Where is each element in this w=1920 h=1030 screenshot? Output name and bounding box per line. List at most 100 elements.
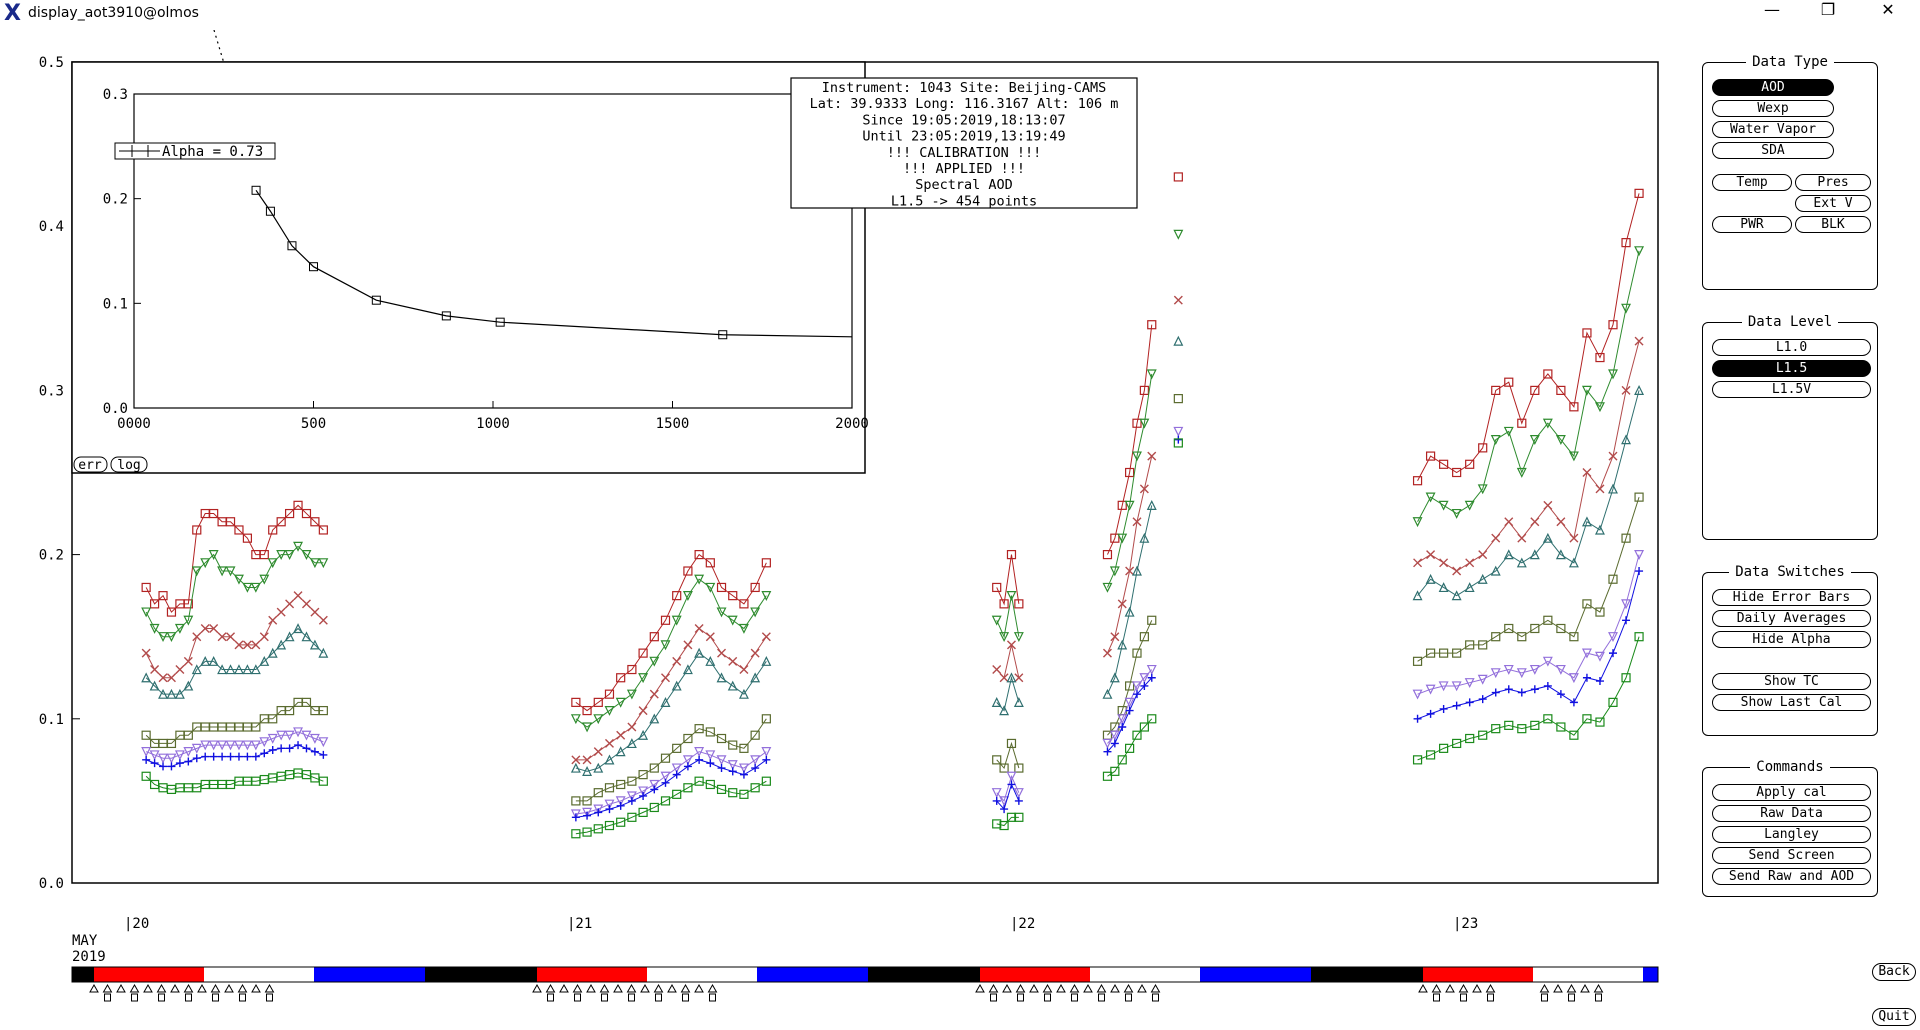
aod-button[interactable]: AOD [1712,79,1834,96]
data-point [1516,668,1527,679]
data-point [1621,673,1631,683]
pwr-button[interactable]: PWR [1712,216,1792,233]
time-bar-segment [980,967,1090,982]
data-point [660,640,671,651]
data-point [683,783,693,793]
data-point [284,549,295,560]
blk-button[interactable]: BLK [1795,216,1871,233]
data-point [615,796,626,807]
data-point [1490,565,1501,576]
data-point [1439,704,1448,713]
data-point [183,747,194,757]
data-point [1634,492,1644,502]
data-point [694,647,705,658]
data-point [1117,755,1127,765]
data-point [716,672,727,683]
l1-5-button[interactable]: L1.5 [1712,360,1871,377]
hide-alpha-button[interactable]: Hide Alpha [1712,631,1871,648]
series-line [996,554,1020,606]
send-screen-button[interactable]: Send Screen [1712,847,1871,864]
data-point [1581,516,1592,527]
l1-5v-button[interactable]: L1.5V [1712,381,1871,398]
close-button[interactable]: ✕ [1881,0,1895,19]
data-point [626,791,637,802]
measurement-triangle [237,983,248,993]
data-point [217,664,228,675]
pres-button[interactable]: Pres [1795,174,1871,191]
daily-averages-button[interactable]: Daily Averages [1712,610,1871,627]
data-level-title: Data Level [1741,314,1839,330]
data-point [1426,709,1435,718]
langley-button[interactable]: Langley [1712,826,1871,843]
l1-0-button[interactable]: L1.0 [1712,339,1871,356]
apply-cal-button[interactable]: Apply cal [1712,784,1871,801]
data-point [1491,533,1501,543]
data-point [184,757,193,766]
series-line [575,652,767,772]
ext-v-button[interactable]: Ext V [1795,195,1871,212]
water-vapor-button[interactable]: Water Vapor [1712,121,1834,138]
show-tc-button[interactable]: Show TC [1712,673,1871,690]
data-point [209,508,219,519]
log-button[interactable] [110,456,148,473]
restore-button[interactable]: ❐ [1820,0,1836,19]
data-point [695,755,704,764]
data-point [310,607,320,617]
data-point [1530,385,1540,395]
raw-data-button[interactable]: Raw Data [1712,805,1871,822]
data-point [1425,684,1436,695]
data-point [268,714,278,724]
data-point [649,632,659,642]
sda-button[interactable]: SDA [1712,142,1834,159]
y-tick-label: 0.3 [39,383,64,399]
data-point [277,744,286,753]
time-bar-segment [868,967,979,982]
data-point [1634,246,1645,257]
data-point [604,820,615,831]
log-button-label[interactable]: log [117,458,140,473]
back-button[interactable]: Back [1872,963,1916,981]
minimize-button[interactable]: — [1764,0,1780,19]
measurement-box [131,993,138,1002]
quit-button[interactable]: Quit [1872,1008,1916,1026]
data-point [999,632,1010,643]
hide-error-bars-button[interactable]: Hide Error Bars [1712,589,1871,606]
data-point [739,599,749,609]
data-point [1490,435,1501,446]
measurement-triangle [988,983,999,993]
info-line: Until 23:05:2019,13:19:49 [862,129,1065,145]
data-point [593,804,604,815]
show-last-cal-button[interactable]: Show Last Cal [1712,694,1871,711]
inset-x-tick-label: 0000 [117,416,151,432]
data-point [1109,566,1120,577]
wexp-button[interactable]: Wexp [1712,100,1834,117]
series-line [575,718,767,802]
data-point [660,697,671,707]
data-point [639,791,648,800]
series-line [145,731,324,759]
data-point [1139,632,1149,642]
data-point [259,655,270,666]
err-button-label[interactable]: err [78,458,102,473]
data-point [234,640,244,650]
series-darkgreen [141,438,1644,839]
data-point [1146,369,1157,380]
send-raw-and-aod-button[interactable]: Send Raw and AOD [1712,868,1871,885]
data-point [225,517,236,527]
data-point [1543,500,1553,510]
temp-button[interactable]: Temp [1712,174,1792,191]
data-point [705,779,715,790]
measurement-box [1568,993,1575,1002]
data-point [1516,467,1527,478]
info-line: !!! APPLIED !!! [903,161,1025,177]
data-point [1102,648,1112,658]
data-point [1634,632,1644,642]
data-point [739,743,749,753]
data-point [1438,582,1449,593]
data-point [671,680,682,691]
err-button[interactable] [73,456,108,473]
measurement-triangle [1485,983,1496,993]
y-tick-label: 0.5 [39,55,64,71]
data-point [1634,188,1644,198]
data-point [739,665,749,675]
